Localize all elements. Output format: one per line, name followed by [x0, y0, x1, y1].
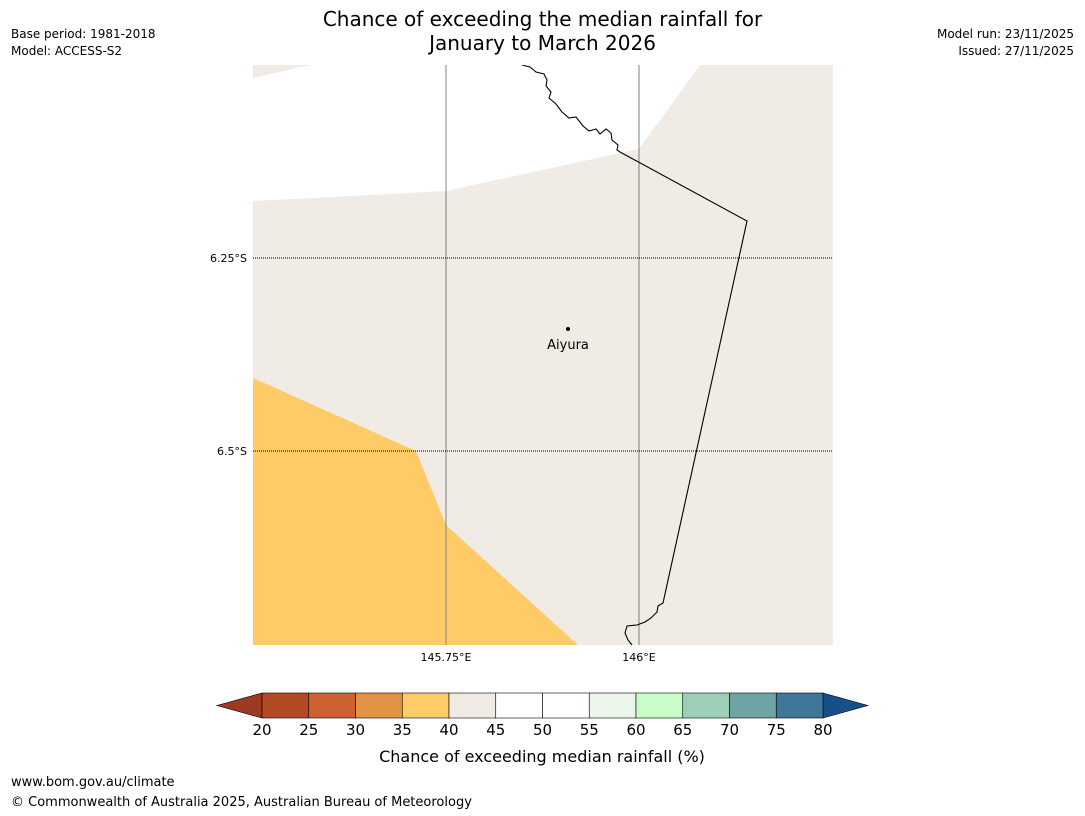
base-period-text: Base period: 1981-2018	[11, 27, 156, 41]
chart-title-line1: Chance of exceeding the median rainfall …	[322, 7, 763, 31]
colorbar-tick-label: 75	[767, 721, 786, 739]
lon-label-145-75: 145.75°E	[421, 651, 472, 664]
coastline-border	[521, 65, 748, 645]
colorbar-label: Chance of exceeding median rainfall (%)	[379, 747, 705, 766]
issued-text: Issued: 27/11/2025	[958, 44, 1074, 58]
colorbar-segment-75-80	[775, 692, 824, 719]
meta-left: Base period: 1981-2018 Model: ACCESS-S2	[11, 26, 156, 60]
colorbar	[215, 692, 870, 719]
aiyura-label: Aiyura	[547, 338, 589, 353]
colorbar-segment-30-35	[355, 692, 403, 719]
map-area	[253, 65, 833, 645]
colorbar-under-arrow	[215, 692, 263, 719]
footer-url: www.bom.gov.au/climate	[11, 775, 175, 790]
colorbar-segment-65-70	[682, 692, 730, 719]
footer-copyright: © Commonwealth of Australia 2025, Austra…	[11, 795, 472, 810]
colorbar-tick-label: 45	[486, 721, 505, 739]
meta-right: Model run: 23/11/2025 Issued: 27/11/2025	[937, 26, 1074, 60]
colorbar-segment-20-25	[261, 692, 310, 719]
colorbar-segment-40-45	[448, 692, 497, 719]
chart-title-line2: January to March 2026	[429, 31, 656, 55]
model-text: Model: ACCESS-S2	[11, 44, 123, 58]
colorbar-tick-label: 70	[720, 721, 739, 739]
region-wedge-top-left	[253, 65, 310, 78]
colorbar-tick-label: 50	[533, 721, 552, 739]
colorbar-tick-label: 80	[813, 721, 832, 739]
colorbar-tick-label: 55	[580, 721, 599, 739]
colorbar-segment-25-30	[308, 692, 356, 719]
colorbar-ticks: 20 25 30 35 40 45 50 55 60 65 70 75 80	[252, 721, 832, 739]
colorbar-segment-35-40	[401, 692, 450, 719]
lon-label-146: 146°E	[622, 651, 655, 664]
colorbar-segment-45-50	[495, 692, 543, 719]
region-35-40	[253, 378, 578, 645]
colorbar-tick-label: 35	[393, 721, 412, 739]
lat-label-6-5: 6.5°S	[217, 445, 247, 458]
lat-label-6-25: 6.25°S	[210, 252, 247, 265]
colorbar-tick-label: 25	[299, 721, 318, 739]
colorbar-over-arrow	[822, 692, 870, 719]
colorbar-tick-label: 60	[626, 721, 645, 739]
colorbar-segment-55-60	[588, 692, 637, 719]
aiyura-marker	[566, 327, 570, 331]
colorbar-tick-label: 30	[346, 721, 365, 739]
model-run-text: Model run: 23/11/2025	[936, 27, 1074, 41]
colorbar-segment-50-55	[542, 692, 590, 719]
colorbar-tick-label: 65	[673, 721, 692, 739]
colorbar-segment-70-75	[729, 692, 777, 719]
colorbar-tick-label: 40	[439, 721, 458, 739]
colorbar-tick-label: 20	[252, 721, 271, 739]
colorbar-segment-60-65	[635, 692, 684, 719]
